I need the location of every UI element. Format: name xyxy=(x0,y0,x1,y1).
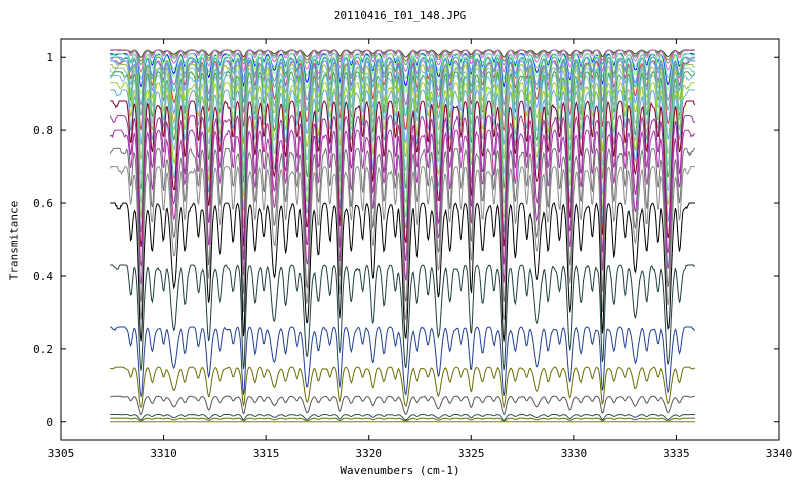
spectrum-series-27 xyxy=(110,413,695,421)
y-tick-label-3: 0.6 xyxy=(33,197,53,210)
spectrum-series-23 xyxy=(110,264,695,371)
spectrum-series-20 xyxy=(109,147,695,302)
spectrum-series-21 xyxy=(109,165,695,321)
x-tick-label-7: 3340 xyxy=(766,447,793,460)
spectrum-series-18 xyxy=(109,114,696,267)
spectrum-series-28 xyxy=(110,417,695,422)
x-tick-label-3: 3320 xyxy=(355,447,382,460)
spectrum-series-8 xyxy=(109,56,695,118)
x-tick-label-5: 3330 xyxy=(561,447,588,460)
x-tick-label-1: 3310 xyxy=(150,447,177,460)
spectrum-series-3 xyxy=(110,49,695,73)
spectrum-series-6 xyxy=(109,53,695,96)
chart-title: 20110416_I01_148.JPG xyxy=(333,9,467,22)
x-axis-ticks: 3305 3310 3315 3320 3325 3330 3335 3340 xyxy=(48,39,793,460)
y-axis-ticks: 0 0.2 0.4 0.6 0.8 1 xyxy=(33,51,779,429)
y-tick-label-5: 1 xyxy=(46,51,53,64)
spectrum-series-24 xyxy=(110,326,695,398)
spectrum-series-22 xyxy=(110,202,695,342)
y-tick-label-1: 0.2 xyxy=(33,343,53,356)
y-tick-label-4: 0.8 xyxy=(33,124,53,137)
x-axis-label: Wavenumbers (cm-1) xyxy=(340,464,460,477)
x-tick-label-4: 3325 xyxy=(458,447,485,460)
plot-frame xyxy=(60,38,780,441)
x-tick-label-6: 3335 xyxy=(663,447,690,460)
spectrum-series-19 xyxy=(109,129,695,285)
y-tick-label-0: 0 xyxy=(46,416,53,429)
series-layer xyxy=(109,49,696,423)
y-tick-label-2: 0.4 xyxy=(33,270,53,283)
x-tick-label-0: 3305 xyxy=(48,447,75,460)
spectrum-series-26 xyxy=(109,395,695,416)
spectrum-series-25 xyxy=(110,366,695,409)
x-tick-label-2: 3315 xyxy=(253,447,280,460)
